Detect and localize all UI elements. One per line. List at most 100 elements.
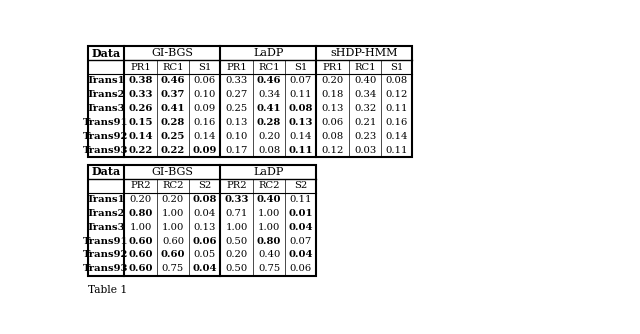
Text: 0.75: 0.75 [258,264,280,273]
Text: 0.80: 0.80 [128,209,152,218]
Text: Trans3: Trans3 [86,104,125,113]
Text: RC1: RC1 [355,62,376,71]
Text: 0.03: 0.03 [354,146,376,155]
Text: 0.20: 0.20 [225,250,248,260]
Text: 1.00: 1.00 [225,223,248,232]
Text: 0.07: 0.07 [290,76,312,86]
Text: 0.41: 0.41 [161,104,185,113]
Text: 0.09: 0.09 [194,104,216,113]
Text: S1: S1 [294,62,308,71]
Text: 0.11: 0.11 [386,104,408,113]
Text: 0.37: 0.37 [161,90,185,99]
Text: 0.16: 0.16 [194,118,216,127]
Text: 0.10: 0.10 [193,90,216,99]
Text: 1.00: 1.00 [162,209,184,218]
Bar [88,46,412,157]
Text: S2: S2 [294,181,307,190]
Text: 0.60: 0.60 [128,264,153,273]
Text: 0.13: 0.13 [225,118,248,127]
Text: sHDP-HMM: sHDP-HMM [331,48,398,58]
Text: 1.00: 1.00 [162,223,184,232]
Text: 0.28: 0.28 [161,118,185,127]
Text: 0.09: 0.09 [193,146,217,155]
Text: 0.18: 0.18 [321,90,344,99]
Text: Trans1: Trans1 [86,195,125,204]
Text: 0.23: 0.23 [354,132,376,141]
Text: 0.11: 0.11 [290,195,312,204]
Text: Trans92: Trans92 [83,250,129,260]
Text: 0.06: 0.06 [290,264,312,273]
Text: 0.11: 0.11 [289,146,313,155]
Text: Data: Data [92,166,120,177]
Text: 1.00: 1.00 [129,223,152,232]
Text: 0.38: 0.38 [128,76,152,86]
Text: 0.14: 0.14 [193,132,216,141]
Text: 0.33: 0.33 [224,195,249,204]
Text: 0.06: 0.06 [193,236,217,245]
Text: LaDP: LaDP [253,48,284,58]
Text: 0.21: 0.21 [354,118,376,127]
Text: Trans3: Trans3 [86,223,125,232]
Text: 0.08: 0.08 [321,132,344,141]
Text: 0.11: 0.11 [386,146,408,155]
Text: RC1: RC1 [162,62,184,71]
Text: 0.14: 0.14 [386,132,408,141]
Text: 0.41: 0.41 [257,104,282,113]
Text: 0.04: 0.04 [289,223,313,232]
Text: Trans93: Trans93 [83,264,129,273]
Text: Trans2: Trans2 [86,90,125,99]
Text: 0.46: 0.46 [257,76,282,86]
Text: 0.22: 0.22 [161,146,185,155]
Text: Table 1: Table 1 [88,285,127,295]
Text: GI-BGS: GI-BGS [151,167,193,177]
Text: 0.16: 0.16 [386,118,408,127]
Text: 0.60: 0.60 [162,236,184,245]
Text: 0.25: 0.25 [225,104,248,113]
Text: 0.04: 0.04 [193,264,217,273]
Text: 0.75: 0.75 [162,264,184,273]
Text: 0.71: 0.71 [225,209,248,218]
Text: 0.28: 0.28 [257,118,281,127]
Text: 1.00: 1.00 [258,209,280,218]
Text: S1: S1 [390,62,404,71]
Text: 0.20: 0.20 [162,195,184,204]
Text: 0.08: 0.08 [193,195,217,204]
Text: LaDP: LaDP [253,167,284,177]
Text: 0.10: 0.10 [225,132,248,141]
Text: PR1: PR1 [226,62,247,71]
Text: 0.50: 0.50 [225,236,248,245]
Text: 0.12: 0.12 [386,90,408,99]
Text: Trans91: Trans91 [83,118,129,127]
Text: RC2: RC2 [163,181,184,190]
Text: 0.80: 0.80 [257,236,282,245]
Text: 0.06: 0.06 [194,76,216,86]
Text: 0.40: 0.40 [258,250,280,260]
Text: 0.04: 0.04 [193,209,216,218]
Text: 0.13: 0.13 [289,118,313,127]
Text: 0.06: 0.06 [321,118,344,127]
Text: 0.60: 0.60 [161,250,185,260]
Text: 0.20: 0.20 [129,195,152,204]
Text: 0.08: 0.08 [289,104,313,113]
Text: 0.04: 0.04 [289,250,313,260]
Text: PR1: PR1 [130,62,151,71]
Text: 0.60: 0.60 [128,236,153,245]
Text: 1.00: 1.00 [258,223,280,232]
Text: PR2: PR2 [130,181,151,190]
Text: 0.14: 0.14 [290,132,312,141]
Text: Trans1: Trans1 [86,76,125,86]
Text: RC1: RC1 [259,62,280,71]
Text: Data: Data [92,48,120,59]
Text: 0.60: 0.60 [128,250,153,260]
Text: 0.40: 0.40 [257,195,282,204]
Text: S1: S1 [198,62,211,71]
Bar [88,165,316,276]
Text: 0.17: 0.17 [225,146,248,155]
Text: 0.05: 0.05 [194,250,216,260]
Text: 0.32: 0.32 [354,104,376,113]
Text: 0.22: 0.22 [129,146,152,155]
Text: Trans93: Trans93 [83,146,129,155]
Text: 0.33: 0.33 [128,90,153,99]
Text: 0.40: 0.40 [354,76,376,86]
Text: 0.13: 0.13 [193,223,216,232]
